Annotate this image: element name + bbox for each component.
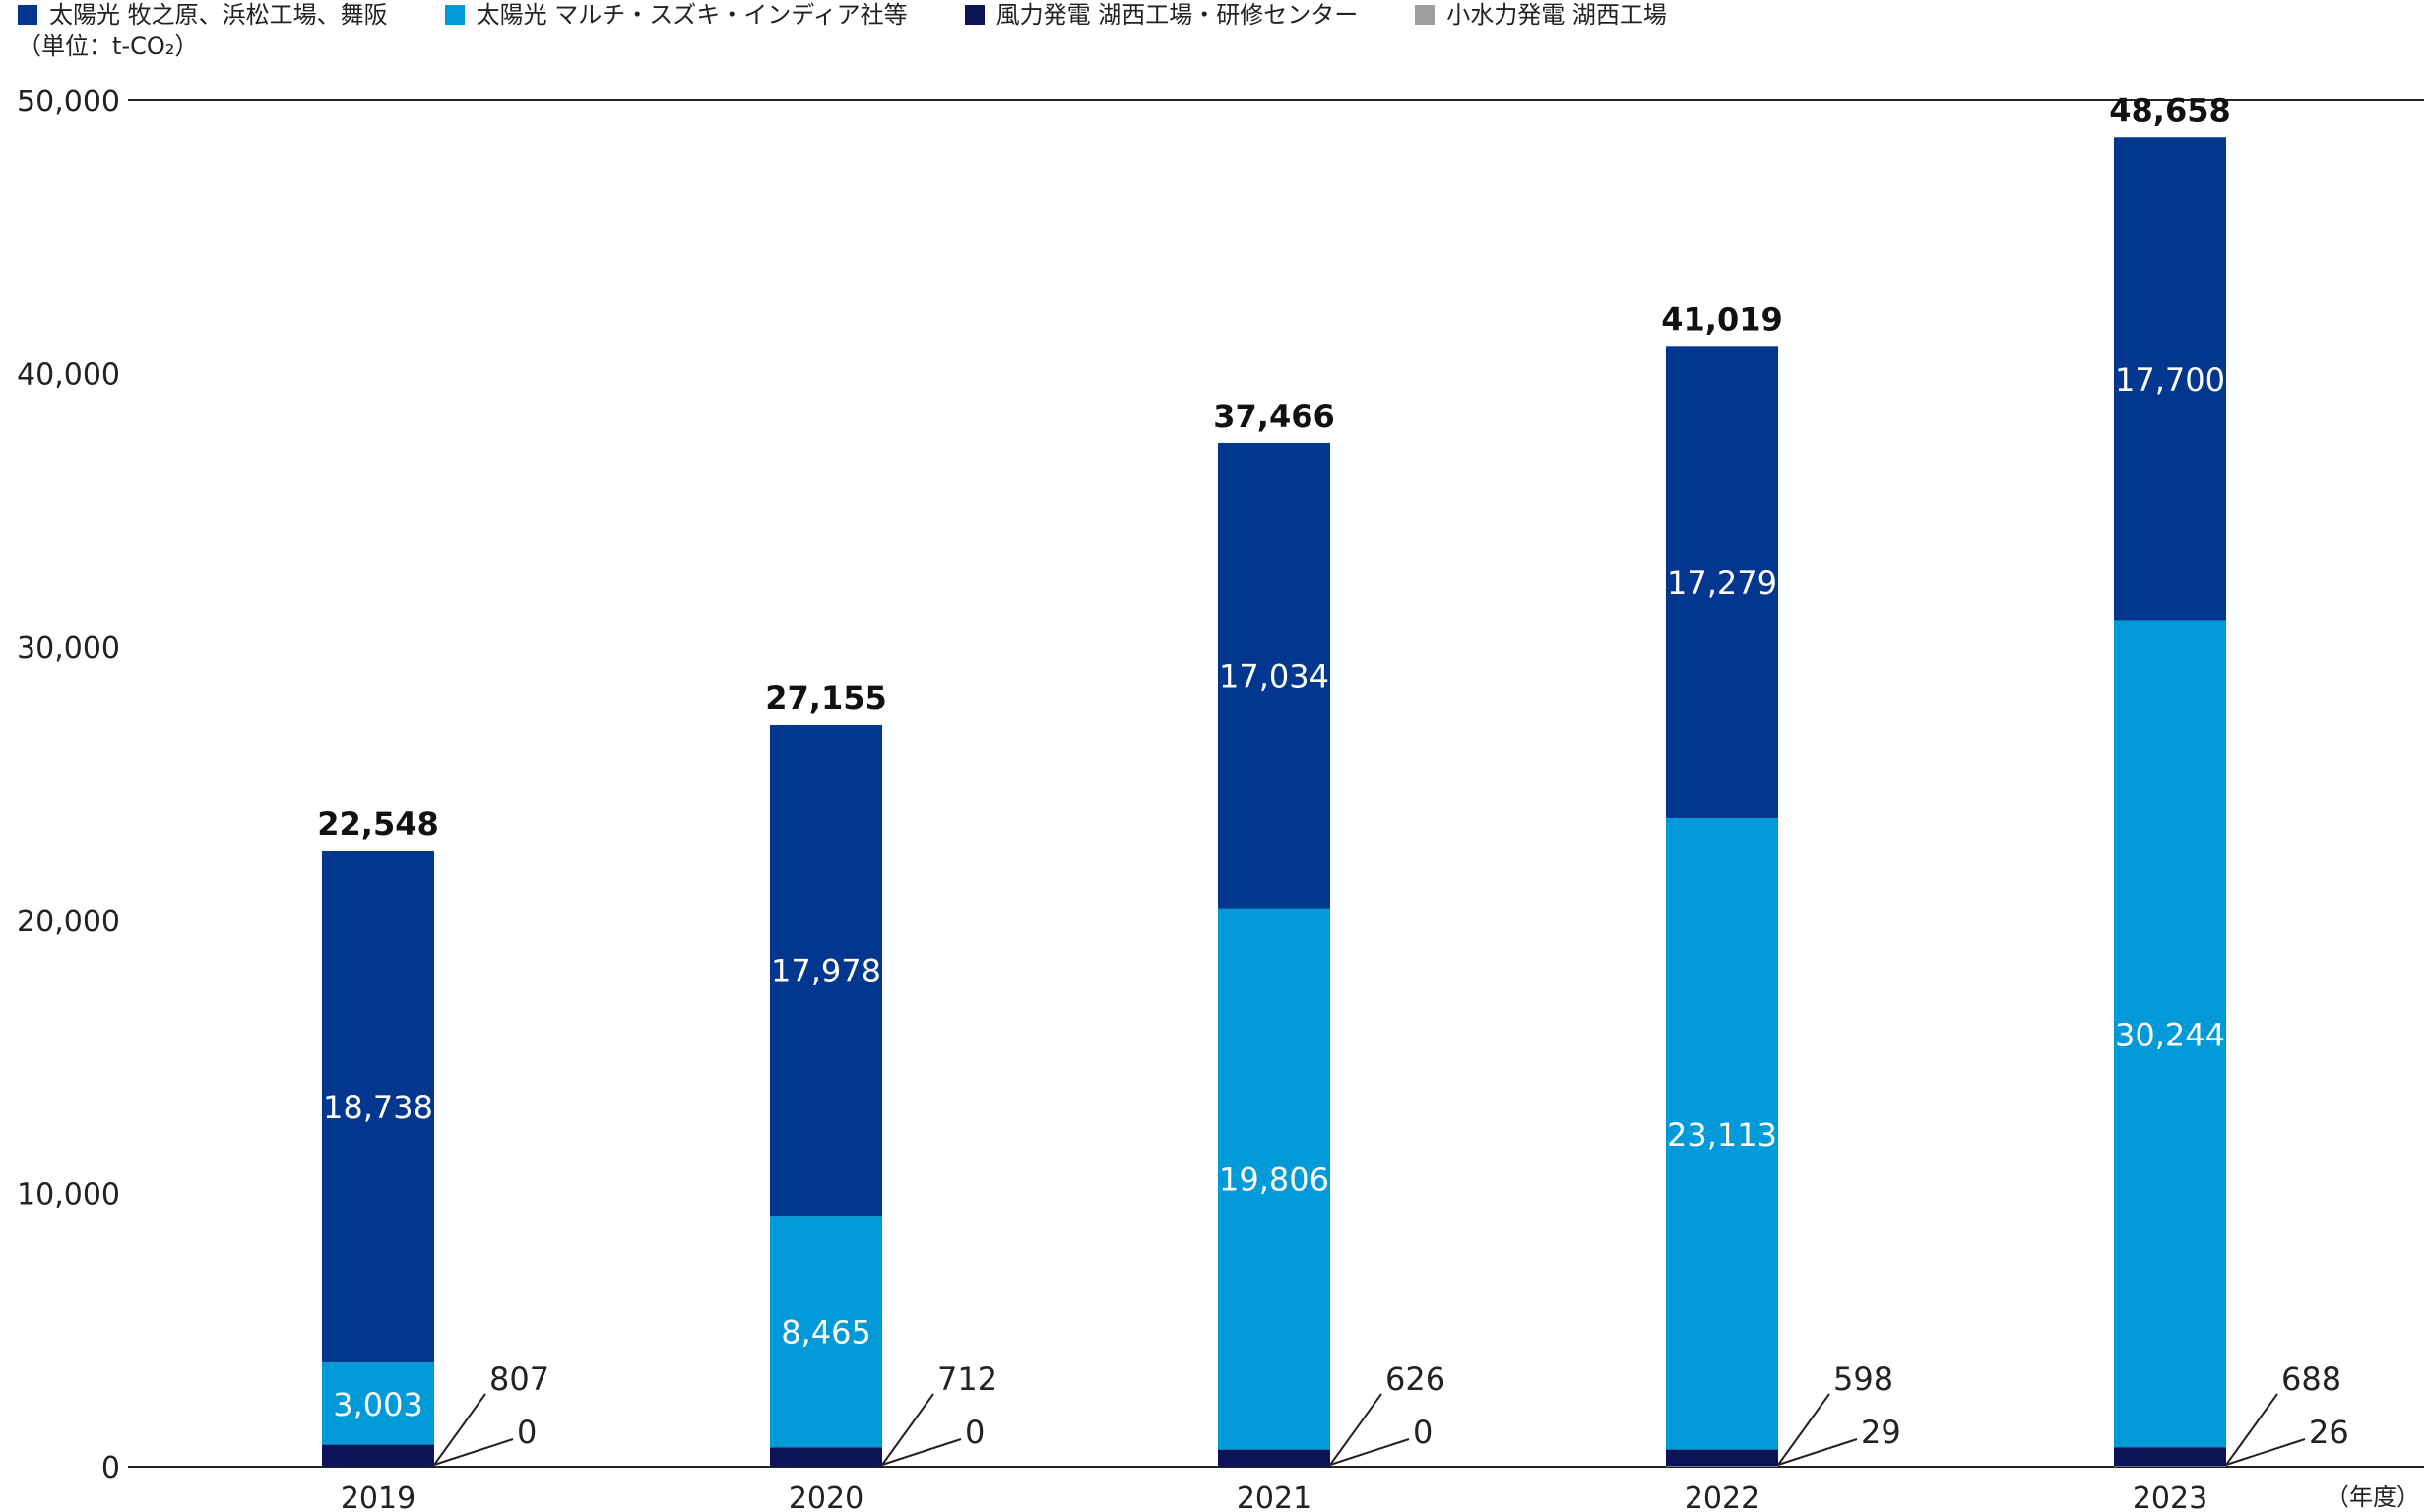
x-unit-label: （年度） [2326,1483,2420,1511]
x-tick-label: 2023 [2133,1481,2207,1512]
bar-segment-wind [1666,1449,1778,1467]
total-label: 41,019 [1661,300,1782,338]
segment-label-solar-domestic: 17,700 [2115,361,2225,399]
callout-label-hydro: 26 [2309,1414,2349,1451]
bar-segment-wind [1218,1449,1330,1467]
callout-label-hydro: 0 [517,1414,537,1451]
y-tick-label: 40,000 [17,358,120,393]
segment-label-solar-domestic: 17,034 [1219,658,1329,695]
segment-label-solar-domestic: 17,978 [771,953,881,990]
bar-segment-solar-domestic [1218,442,1330,909]
x-tick-label: 2021 [1237,1481,1311,1512]
x-tick-label: 2022 [1685,1481,1759,1512]
legend-item: 小水力発電 湖西工場 [1415,0,1667,30]
segment-label-solar-india: 19,806 [1219,1162,1329,1199]
callout-label-hydro: 0 [965,1414,985,1451]
callout-label-hydro: 29 [1861,1414,1901,1451]
bar-segment-solar-india [1666,817,1778,1450]
bar-segment-solar-india [770,1216,882,1448]
bar-segment-solar-domestic [1666,346,1778,818]
legend-swatch [964,5,985,25]
callout-line-wind [2225,1393,2278,1466]
legend-item: 風力発電 湖西工場・研修センター [964,0,1359,30]
callout-label-wind: 807 [489,1360,549,1398]
segment-label-solar-domestic: 17,279 [1667,564,1777,601]
x-axis: 2019 2020 2021 2022 2023 [341,1481,2207,1512]
callout-line-wind [881,1393,934,1466]
callout-line-hydro [2225,1438,2306,1466]
legend-swatch [444,5,465,25]
callout-line-hydro [881,1438,962,1466]
x-tick-label: 2019 [341,1481,415,1512]
bar-segment-solar-domestic [322,850,434,1363]
y-tick-label: 30,000 [17,631,120,665]
callout-line-wind [433,1393,486,1466]
x-tick-label: 2020 [789,1481,863,1512]
legend-label: 風力発電 湖西工場・研修センター [995,1,1359,29]
segment-label-solar-domestic: 18,738 [323,1089,433,1126]
y-tick-label: 50,000 [17,85,120,119]
legend-item: 太陽光 牧之原、浜松工場、舞阪 [18,0,388,30]
y-tick-label: 0 [101,1451,120,1485]
callout-line-wind [1329,1393,1382,1466]
callout-label-hydro: 0 [1413,1414,1433,1451]
legend-swatch [18,5,37,25]
segment-label-solar-india: 8,465 [781,1314,871,1352]
legend-label: 太陽光 マルチ・スズキ・インディア社等 [476,1,908,29]
callout-label-wind: 688 [2281,1360,2341,1398]
segment-label-solar-india: 23,113 [1667,1116,1777,1154]
bar-segment-solar-india [322,1362,434,1445]
legend-label: 小水力発電 湖西工場 [1446,1,1667,29]
total-label: 22,548 [317,805,438,843]
unit-label: （単位：t-CO₂） [18,32,199,60]
callout-line-hydro [1329,1438,1410,1466]
legend: 太陽光 牧之原、浜松工場、舞阪 太陽光 マルチ・スズキ・インディア社等 風力発電 湖… [18,0,1724,30]
total-label: 48,658 [2109,92,2230,129]
segment-label-solar-india: 30,244 [2115,1016,2225,1053]
y-axis: 0 10,000 20,000 30,000 40,000 50,000 [17,85,120,1485]
callout-line-hydro [433,1438,514,1466]
total-label: 37,466 [1213,398,1334,435]
total-label: 27,155 [765,679,886,717]
bar-segment-hydro [2114,1466,2226,1467]
callout-label-wind: 626 [1385,1360,1445,1398]
bar-segment-solar-india [1218,908,1330,1450]
legend-item: 太陽光 マルチ・スズキ・インディア社等 [444,0,908,30]
callout-label-wind: 712 [937,1360,997,1398]
bar-segment-solar-domestic [2114,137,2226,621]
callout-line-wind [1777,1393,1830,1466]
bar-segment-solar-india [2114,620,2226,1448]
callout-line-hydro [1777,1438,1858,1466]
callout-label-wind: 598 [1833,1360,1893,1398]
bar-segment-solar-domestic [770,724,882,1217]
bars: 3,003 18,738 22,548 807 0 8,465 17,978 27,155 71… [317,92,2349,1467]
segment-label-solar-india: 3,003 [333,1386,423,1423]
bar-segment-wind [322,1444,434,1467]
y-tick-label: 20,000 [17,905,120,939]
bar-segment-wind [2114,1447,2226,1467]
bar-segment-hydro [1666,1466,1778,1467]
legend-label: 太陽光 牧之原、浜松工場、舞阪 [49,1,388,29]
bar-segment-wind [770,1447,882,1467]
y-tick-label: 10,000 [17,1177,120,1212]
legend-swatch [1415,5,1436,25]
